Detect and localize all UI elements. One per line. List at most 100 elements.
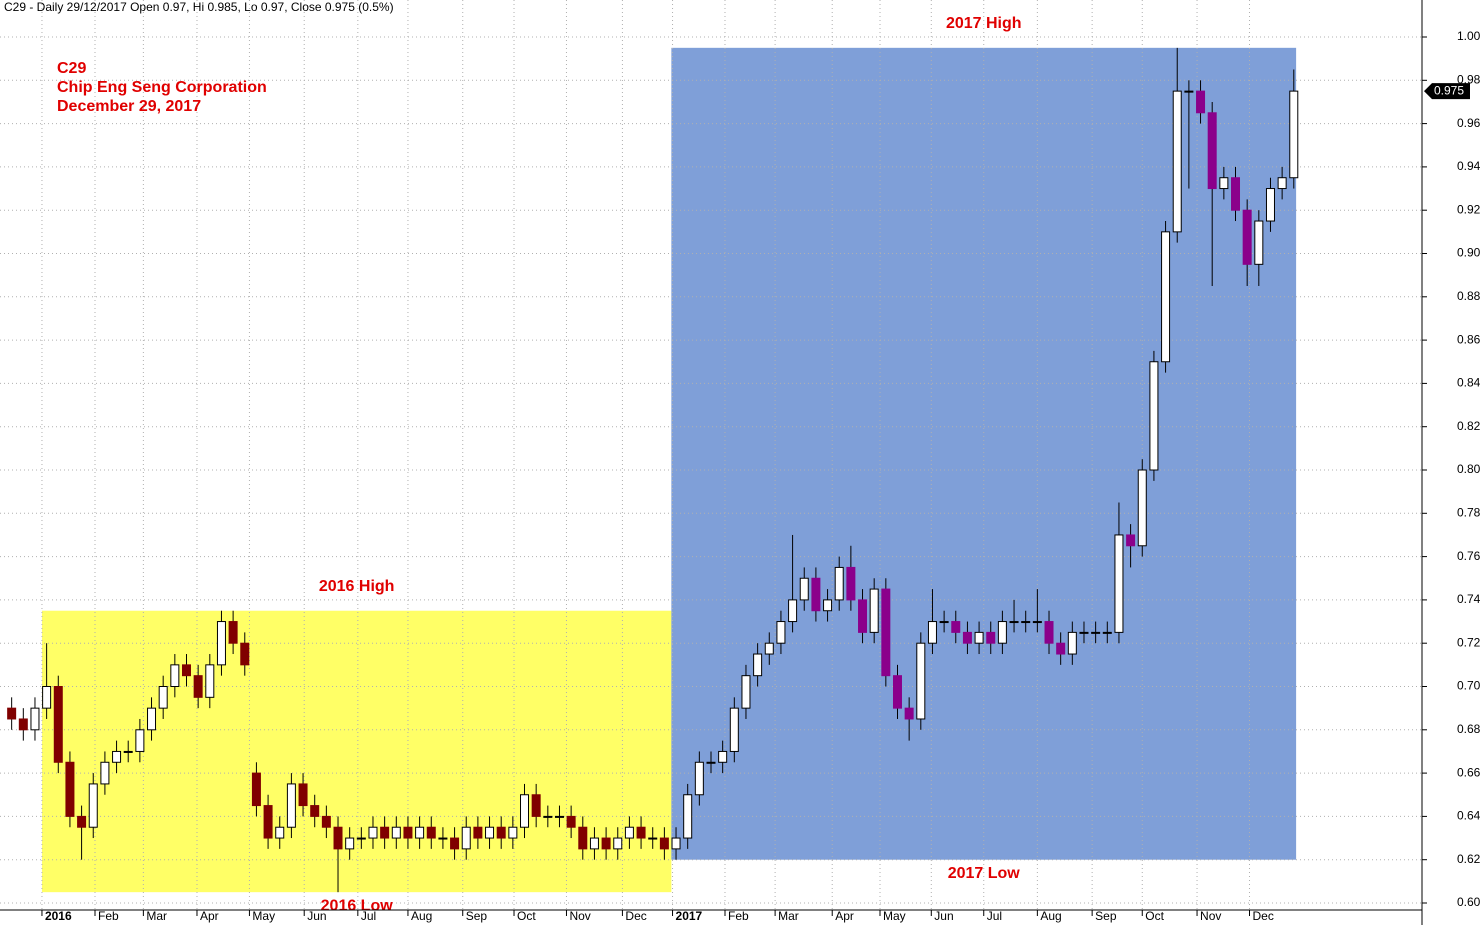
- candle-body: [333, 826, 343, 850]
- candle-body: [869, 588, 879, 633]
- x-tick-label: Feb: [728, 909, 749, 923]
- y-tick-label: 0.64: [1457, 809, 1481, 823]
- x-tick-label: Mar: [778, 909, 799, 923]
- x-tick-label: May: [252, 909, 275, 923]
- candle-body: [671, 837, 681, 850]
- candle-body: [240, 642, 250, 666]
- candle-body: [345, 837, 355, 850]
- x-tick-label: Aug: [411, 909, 432, 923]
- x-tick-label: Aug: [1040, 909, 1061, 923]
- x-tick-label: Mar: [146, 909, 167, 923]
- candle-body: [1114, 534, 1124, 633]
- y-tick-label: 0.84: [1457, 376, 1481, 390]
- candle-body: [112, 750, 122, 763]
- candle-body: [741, 675, 751, 709]
- y-tick-label: 0.82: [1457, 419, 1481, 433]
- candle-body: [216, 621, 226, 666]
- y-tick-label: 0.92: [1457, 202, 1481, 216]
- candle-body: [286, 783, 296, 828]
- candle-body: [1161, 231, 1171, 363]
- candle-body: [461, 826, 471, 850]
- candle-body: [858, 599, 868, 633]
- candle-body: [391, 826, 401, 839]
- candle-body: [997, 621, 1007, 644]
- candle-body: [823, 599, 833, 612]
- candle-body: [1032, 621, 1042, 624]
- candle-body: [601, 837, 611, 850]
- candle-body: [205, 664, 215, 698]
- y-tick-label: 0.90: [1457, 246, 1481, 260]
- y-tick-label: 0.80: [1457, 462, 1481, 476]
- candle-body: [1044, 621, 1054, 644]
- y-tick-label: 0.74: [1457, 592, 1481, 606]
- candle-body: [42, 686, 52, 709]
- candle-body: [18, 718, 28, 731]
- candle-body: [636, 826, 646, 839]
- candle-body: [403, 826, 413, 839]
- candle-body: [531, 794, 541, 817]
- candle-body: [694, 761, 704, 796]
- x-tick-label: 2017: [676, 909, 703, 923]
- x-tick-label: May: [883, 909, 906, 923]
- y-tick-label: 0.94: [1457, 159, 1481, 173]
- candle-body: [321, 815, 331, 828]
- x-tick-label: Jul: [987, 909, 1002, 923]
- region-high-label: 2017 High: [946, 15, 1022, 32]
- candle-body: [473, 826, 483, 839]
- candle-body: [1184, 90, 1194, 93]
- candle-body: [1277, 177, 1287, 190]
- x-tick-label: Dec: [1252, 909, 1273, 923]
- candle-body: [77, 815, 87, 828]
- region: [41, 610, 672, 893]
- region: [671, 47, 1297, 860]
- candle-body: [648, 837, 658, 840]
- chart-title: C29: [57, 60, 86, 77]
- candle-body: [496, 826, 506, 839]
- y-tick-label: 0.66: [1457, 765, 1481, 779]
- candle-body: [776, 621, 786, 644]
- candle-body: [951, 621, 961, 633]
- candle-body: [986, 631, 996, 644]
- candle-body: [193, 675, 203, 698]
- candle-body: [426, 826, 436, 839]
- candle-body: [100, 761, 110, 785]
- candle-body: [764, 642, 774, 655]
- candle-body: [170, 664, 180, 687]
- candle-body: [158, 686, 168, 709]
- candle-body: [298, 783, 308, 807]
- candle-body: [415, 826, 425, 839]
- candle-body: [438, 837, 448, 840]
- candle-body: [846, 566, 856, 601]
- x-tick-label: Sep: [466, 909, 488, 923]
- candle-body: [380, 826, 390, 839]
- candle-body: [263, 805, 273, 839]
- x-tick-label: Oct: [1145, 909, 1164, 923]
- x-tick-label: Jul: [361, 909, 376, 923]
- candle-body: [53, 686, 63, 763]
- candle-body: [181, 664, 191, 677]
- candle-body: [683, 794, 693, 839]
- candle-body: [1265, 188, 1275, 222]
- y-tick-label: 0.76: [1457, 549, 1481, 563]
- candle-body: [275, 826, 285, 839]
- candle-body: [65, 761, 75, 817]
- x-tick-label: Jun: [307, 909, 326, 923]
- candle-body: [962, 631, 972, 644]
- candle-body: [1172, 90, 1182, 233]
- chart-title: December 29, 2017: [57, 98, 201, 115]
- region-high-label: 2016 High: [319, 578, 395, 595]
- candle-body: [554, 815, 564, 818]
- candle-body: [1196, 90, 1206, 114]
- header: C29 - Daily 29/12/2017 Open 0.97, Hi 0.9…: [4, 0, 394, 14]
- candle-body: [1254, 220, 1264, 265]
- candle-body: [1126, 534, 1136, 547]
- candle-body: [1067, 631, 1077, 655]
- y-tick-label: 0.98: [1457, 72, 1481, 86]
- candle-body: [916, 642, 926, 720]
- candle-body: [788, 599, 798, 623]
- candle-body: [1231, 177, 1241, 211]
- background: [0, 0, 1422, 910]
- candle-body: [834, 566, 844, 601]
- candle-body: [659, 837, 669, 850]
- candle-body: [228, 621, 238, 644]
